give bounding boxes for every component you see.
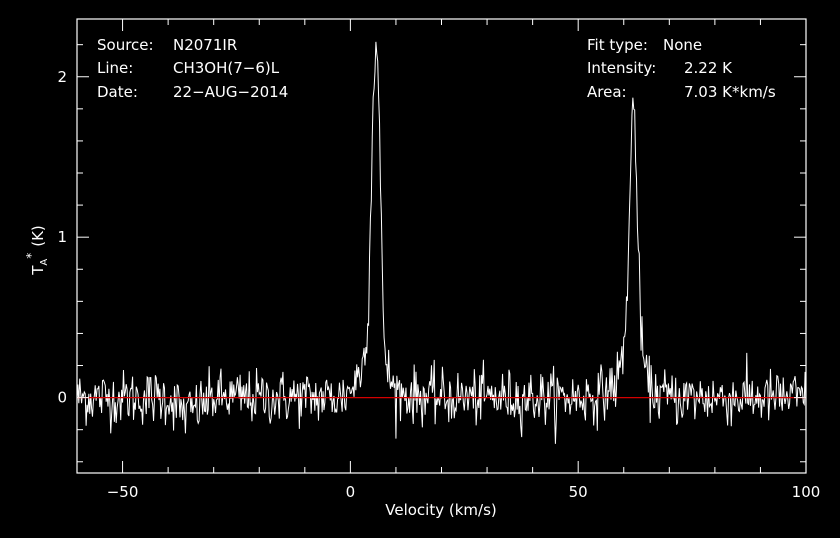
x-axis-title: Velocity (km/s) (385, 501, 496, 519)
area-value: 7.03 K*km/s (684, 83, 776, 101)
line-value: CH3OH(7−6)L (173, 59, 280, 77)
fit-type-value: None (663, 36, 702, 54)
x-tick-label: 100 (792, 483, 821, 501)
line-label: Line: (97, 59, 133, 77)
y-tick-label: 0 (57, 389, 67, 407)
axis-ticks (76, 19, 807, 473)
y-axis-title-subscript: A (39, 259, 50, 266)
x-tick-label: 0 (346, 483, 356, 501)
y-axis-title-unit: (K) (29, 225, 47, 247)
y-tick-label: 2 (57, 68, 67, 86)
intensity-value: 2.22 K (684, 59, 733, 77)
y-axis-title: TA* (K) (24, 225, 50, 276)
source-label: Source: (97, 36, 154, 54)
fit-type-label: Fit type: (587, 36, 648, 54)
x-tick-label: −50 (107, 483, 139, 501)
y-tick-label: 1 (57, 228, 67, 246)
y-axis-title-symbol: T (29, 265, 47, 276)
spectrum-series (76, 41, 807, 444)
intensity-label: Intensity: (587, 59, 656, 77)
source-value: N2071IR (173, 36, 237, 54)
spectrum-line (76, 41, 807, 444)
y-axis-title-superscript: * (24, 253, 38, 259)
date-value: 22−AUG−2014 (173, 83, 288, 101)
x-tick-label: 50 (569, 483, 588, 501)
date-label: Date: (97, 83, 138, 101)
area-label: Area: (587, 83, 627, 101)
axis-tick-labels: −50 0 50 100 0 1 2 (57, 68, 820, 501)
